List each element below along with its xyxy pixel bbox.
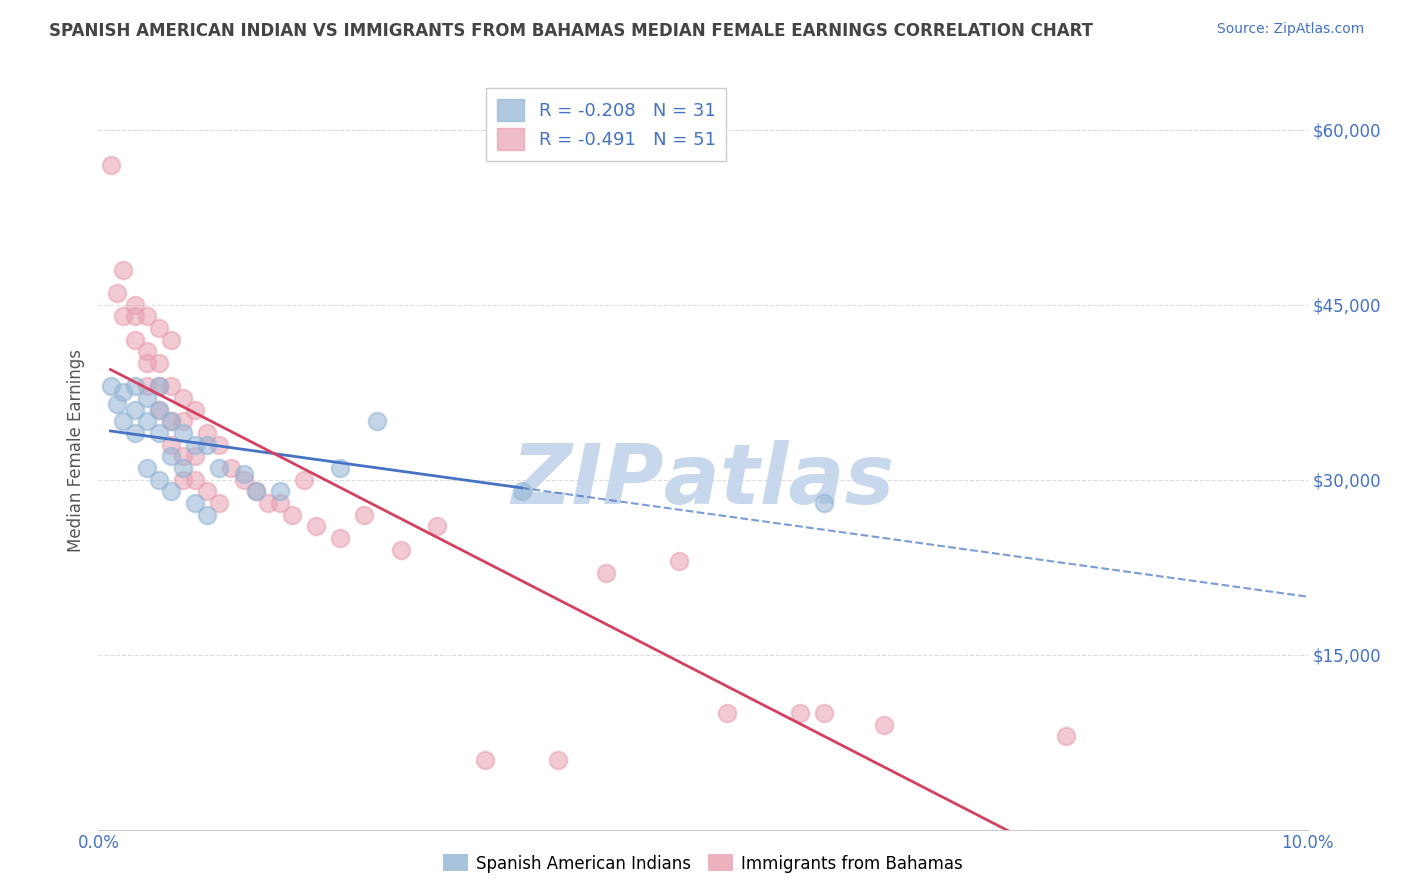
Point <box>148 356 170 370</box>
Point <box>269 496 291 510</box>
Point <box>111 385 134 400</box>
Point <box>148 402 170 417</box>
Point <box>221 461 243 475</box>
Point <box>547 753 569 767</box>
Point <box>160 414 183 428</box>
Point <box>160 484 183 499</box>
Point <box>208 496 231 510</box>
Point <box>292 473 315 487</box>
Legend: Spanish American Indians, Immigrants from Bahamas: Spanish American Indians, Immigrants fro… <box>436 847 970 880</box>
Point <box>160 333 183 347</box>
Point <box>184 473 207 487</box>
Point <box>111 262 134 277</box>
Point <box>789 706 811 720</box>
Point <box>595 566 617 580</box>
Point <box>135 391 157 405</box>
Text: ZIP​atlas: ZIP​atlas <box>512 441 894 521</box>
Point <box>105 285 128 300</box>
Point <box>184 402 207 417</box>
Point <box>148 425 170 440</box>
Point <box>389 542 412 557</box>
Point <box>353 508 375 522</box>
Point <box>1054 729 1077 743</box>
Point <box>124 379 146 393</box>
Point <box>716 706 738 720</box>
Point <box>232 467 254 481</box>
Point <box>135 310 157 324</box>
Point <box>135 356 157 370</box>
Point <box>873 717 896 731</box>
Point <box>172 461 194 475</box>
Point <box>148 473 170 487</box>
Point <box>124 333 146 347</box>
Point <box>160 414 183 428</box>
Point <box>160 437 183 451</box>
Point <box>111 414 134 428</box>
Point <box>100 379 122 393</box>
Point <box>105 397 128 411</box>
Point <box>208 461 231 475</box>
Point <box>148 321 170 335</box>
Y-axis label: Median Female Earnings: Median Female Earnings <box>66 349 84 552</box>
Point <box>124 310 146 324</box>
Point <box>160 450 183 464</box>
Text: SPANISH AMERICAN INDIAN VS IMMIGRANTS FROM BAHAMAS MEDIAN FEMALE EARNINGS CORREL: SPANISH AMERICAN INDIAN VS IMMIGRANTS FR… <box>49 22 1094 40</box>
Point <box>148 379 170 393</box>
Point <box>148 402 170 417</box>
Point <box>813 706 835 720</box>
Point <box>111 310 134 324</box>
Point <box>184 437 207 451</box>
Point <box>124 298 146 312</box>
Point <box>195 484 218 499</box>
Point <box>426 519 449 533</box>
Point <box>195 508 218 522</box>
Point <box>269 484 291 499</box>
Point <box>172 414 194 428</box>
Point <box>135 379 157 393</box>
Point <box>329 461 352 475</box>
Point <box>100 158 122 172</box>
Point <box>160 379 183 393</box>
Point <box>148 379 170 393</box>
Point <box>135 344 157 359</box>
Point <box>668 554 690 568</box>
Text: Source: ZipAtlas.com: Source: ZipAtlas.com <box>1216 22 1364 37</box>
Point <box>305 519 328 533</box>
Point <box>256 496 278 510</box>
Point <box>135 461 157 475</box>
Point <box>195 437 218 451</box>
Point <box>813 496 835 510</box>
Point <box>245 484 267 499</box>
Point <box>184 450 207 464</box>
Point <box>208 437 231 451</box>
Point <box>510 484 533 499</box>
Point <box>232 473 254 487</box>
Point <box>172 391 194 405</box>
Point <box>172 450 194 464</box>
Legend: R = -0.208   N = 31, R = -0.491   N = 51: R = -0.208 N = 31, R = -0.491 N = 51 <box>486 88 727 161</box>
Point <box>184 496 207 510</box>
Point <box>172 473 194 487</box>
Point <box>245 484 267 499</box>
Point <box>366 414 388 428</box>
Point <box>172 425 194 440</box>
Point <box>124 402 146 417</box>
Point <box>329 531 352 545</box>
Point <box>195 425 218 440</box>
Point <box>474 753 496 767</box>
Point <box>135 414 157 428</box>
Point <box>124 425 146 440</box>
Point <box>281 508 304 522</box>
